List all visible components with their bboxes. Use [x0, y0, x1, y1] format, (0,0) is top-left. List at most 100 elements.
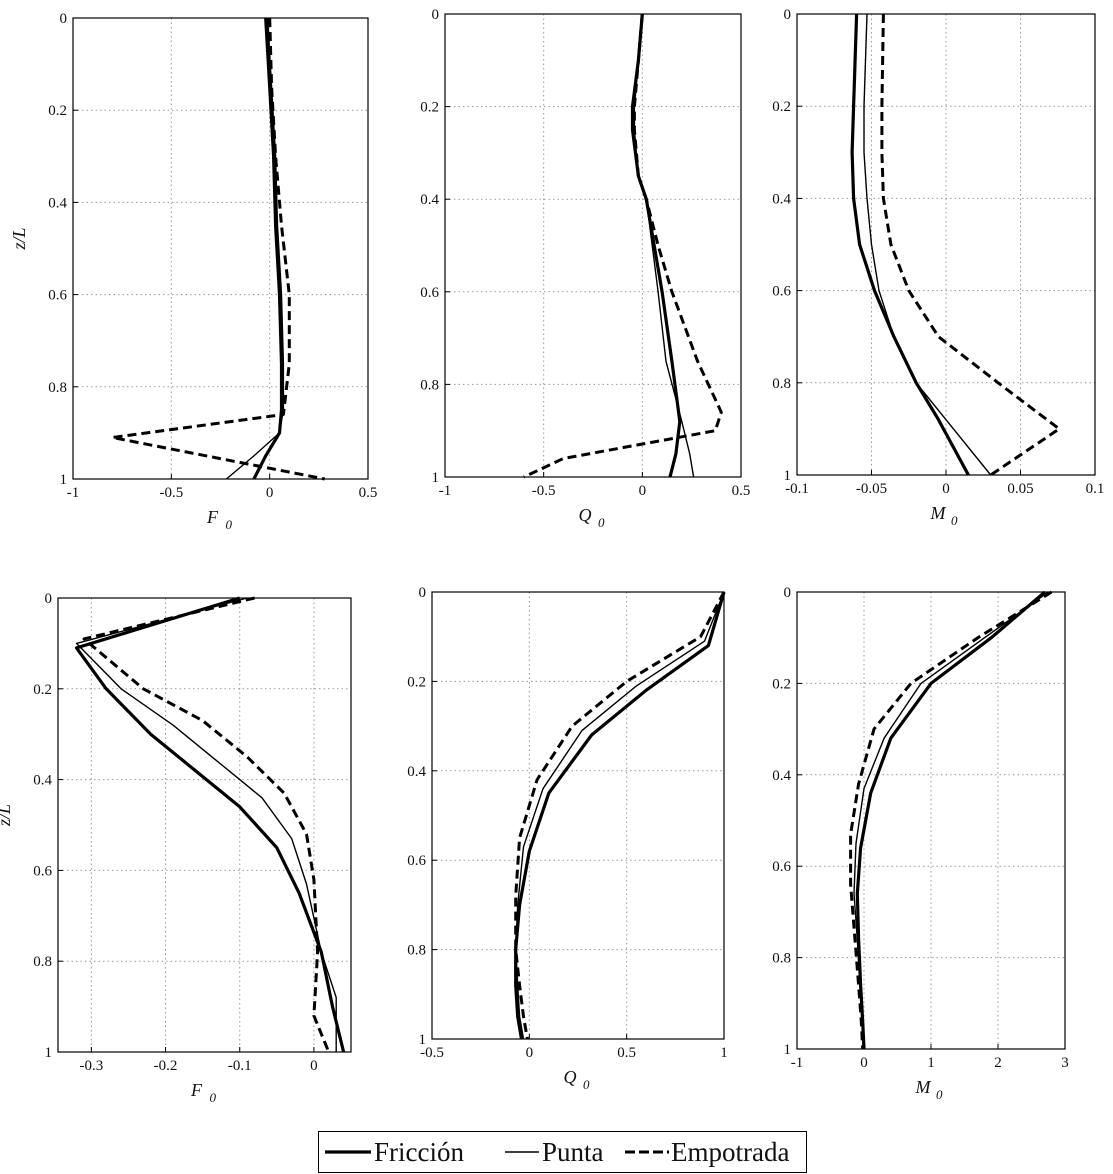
- y-tick-label: 0.4: [772, 768, 791, 784]
- series-empotrada: [110, 17, 325, 481]
- series-friccion: [514, 591, 726, 1040]
- plot-frame: [444, 13, 742, 478]
- y-tick-label: 0.8: [772, 951, 791, 967]
- series-punta: [225, 17, 285, 480]
- y-tick-label: 0.6: [33, 863, 52, 879]
- x-tick-label: 0.5: [359, 485, 378, 501]
- series-friccion: [74, 596, 346, 1053]
- panel-4: -0.3 -0.2 -0.1 000.20.40.60.81F 0z/L: [0, 591, 352, 1105]
- y-tick-label: 0.6: [48, 288, 67, 304]
- x-axis-label-subscript: 0: [226, 517, 233, 532]
- series-friccion: [850, 13, 970, 476]
- panel-6: -1 0 1 2 300.20.40.60.81M 0: [772, 585, 1069, 1102]
- x-tick-label: 3: [1061, 1055, 1069, 1071]
- legend-label-punta: Punta: [542, 1137, 604, 1167]
- y-tick-label: 0.2: [48, 103, 67, 119]
- x-axis-label-subscript: 0: [210, 1090, 217, 1105]
- x-tick-label: 1: [927, 1055, 935, 1071]
- y-tick-label: 0.6: [407, 853, 426, 869]
- y-tick-label: 1: [784, 468, 792, 484]
- x-tick-label: 2: [994, 1055, 1002, 1071]
- x-axis-label-subscript: 0: [951, 513, 958, 528]
- series-empotrada: [880, 13, 1061, 477]
- x-axis-label: M: [930, 503, 947, 523]
- x-axis-label-subscript: 0: [583, 1077, 590, 1092]
- y-tick-label: 0.2: [772, 99, 791, 115]
- x-tick-label: -1: [439, 483, 452, 499]
- x-tick-label: 0: [639, 483, 647, 499]
- series-friccion: [252, 17, 284, 480]
- x-tick-label: -0.1: [228, 1058, 252, 1074]
- y-tick-label: 0: [419, 585, 427, 601]
- y-tick-label: 0.4: [420, 192, 439, 208]
- x-tick-label: -1: [791, 1055, 804, 1071]
- x-tick-label: -1: [67, 485, 80, 501]
- x-tick-label: 0: [942, 481, 950, 497]
- y-tick-label: 0.4: [33, 773, 52, 789]
- y-tick-label: 0: [784, 7, 792, 23]
- x-tick-label: 0.05: [1007, 481, 1033, 497]
- series-punta: [853, 591, 1049, 1050]
- x-tick-label: 0: [310, 1058, 318, 1074]
- x-axis-label-subscript: 0: [598, 515, 605, 530]
- x-tick-label: -0.5: [532, 483, 556, 499]
- panel-1: -1 -0.5 0 0.500.20.40.60.81F 0z/L: [9, 11, 377, 532]
- y-tick-label: 0.6: [772, 859, 791, 875]
- x-tick-label: 0: [266, 485, 274, 501]
- y-tick-label: 0.6: [420, 285, 439, 301]
- series-punta: [75, 597, 337, 1052]
- x-tick-label: 0.1: [1086, 481, 1105, 497]
- y-tick-label: 0: [45, 591, 53, 607]
- x-tick-label: -0.3: [80, 1058, 104, 1074]
- y-tick-label: 0.4: [48, 195, 67, 211]
- y-tick-label: 0: [432, 7, 440, 23]
- y-axis-label: z/L: [0, 804, 14, 827]
- series-friccion: [855, 590, 1046, 1050]
- series-punta: [633, 13, 695, 478]
- panel-5: -0.5 0 0.5 100.20.40.60.81Q 0: [407, 585, 728, 1092]
- y-tick-label: 1: [432, 470, 440, 486]
- x-axis-label: F: [190, 1080, 203, 1100]
- y-tick-label: 0.2: [772, 676, 791, 692]
- y-axis-label: z/L: [9, 227, 29, 250]
- panel-2: -1 -0.5 0 0.500.20.40.60.81Q 0: [420, 7, 750, 530]
- x-tick-label: 1: [720, 1045, 728, 1061]
- plot-frame: [431, 591, 725, 1040]
- y-tick-label: 0.8: [33, 954, 52, 970]
- y-tick-label: 1: [784, 1042, 792, 1058]
- x-axis-label: Q: [579, 505, 592, 525]
- plot-frame: [57, 597, 352, 1053]
- x-tick-label: 0.5: [617, 1045, 636, 1061]
- x-axis-label: F: [206, 507, 219, 527]
- y-tick-label: 0.2: [407, 674, 426, 690]
- series-empotrada: [523, 13, 723, 479]
- x-axis-label: Q: [564, 1067, 577, 1087]
- legend-label-empotrada: Empotrada: [671, 1137, 789, 1167]
- series-punta: [863, 13, 992, 476]
- panel-3: -0.1 -0.05 0 0.05 0.100.20.40.60.81M 0: [772, 7, 1104, 528]
- series-punta: [515, 591, 725, 1040]
- legend-label-friccion: Fricción: [374, 1137, 464, 1167]
- legend: Fricción Punta Empotrada: [318, 1131, 807, 1173]
- y-tick-label: 0: [60, 11, 68, 27]
- y-tick-label: 1: [419, 1032, 427, 1048]
- x-tick-label: -0.1: [785, 481, 809, 497]
- x-tick-label: -0.05: [856, 481, 887, 497]
- y-tick-label: 0.6: [772, 284, 791, 300]
- x-tick-label: 0: [860, 1055, 868, 1071]
- series-empotrada: [849, 590, 1053, 1050]
- series-empotrada: [514, 591, 726, 1040]
- y-tick-label: 0: [784, 585, 792, 601]
- y-tick-label: 0.8: [772, 376, 791, 392]
- y-tick-label: 0.4: [407, 764, 426, 780]
- series-friccion: [630, 13, 682, 478]
- y-tick-label: 0.8: [48, 380, 67, 396]
- y-tick-label: 0.4: [772, 191, 791, 207]
- x-tick-label: -0.2: [154, 1058, 178, 1074]
- plot-frame: [72, 17, 369, 480]
- y-tick-label: 0.8: [420, 377, 439, 393]
- x-tick-label: 0: [526, 1045, 534, 1061]
- y-tick-label: 0.2: [420, 100, 439, 116]
- y-tick-label: 1: [45, 1045, 53, 1061]
